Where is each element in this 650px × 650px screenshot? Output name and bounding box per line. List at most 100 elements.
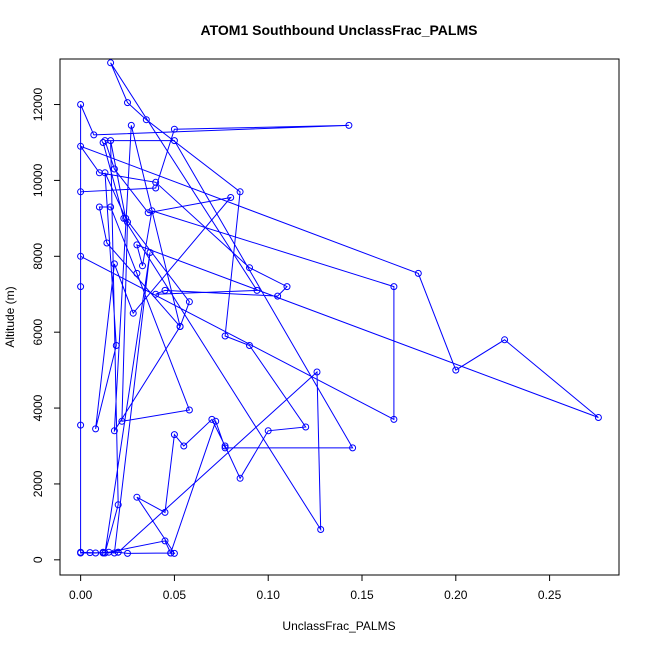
data-point: [77, 283, 85, 291]
data-point: [144, 209, 152, 217]
chart-title: ATOM1 Southbound UnclassFrac_PALMS: [201, 22, 478, 38]
data-point: [302, 423, 310, 431]
data-point: [221, 332, 229, 340]
data-point: [227, 194, 235, 201]
data-point: [349, 444, 357, 452]
data-point: [345, 121, 353, 129]
y-tick-label: 12000: [31, 88, 45, 122]
data-point: [92, 425, 100, 433]
y-axis: 0 2000 4000 6000 8000 10000 12000: [31, 88, 61, 563]
data-point: [107, 59, 115, 67]
data-point: [124, 218, 131, 226]
data-point: [161, 508, 169, 516]
x-tick-label: 0.10: [257, 588, 281, 602]
y-tick-label: 0: [31, 556, 45, 563]
data-point: [148, 207, 156, 215]
data-point: [253, 286, 261, 294]
data-point: [77, 142, 85, 150]
x-tick-label: 0.00: [69, 588, 93, 602]
data-point: [246, 342, 253, 349]
data-point: [124, 549, 131, 557]
data-point: [152, 290, 160, 298]
data-point: [170, 137, 178, 145]
data-point: [212, 417, 220, 425]
data-point: [127, 121, 135, 129]
data-point: [77, 252, 85, 260]
data-point: [161, 537, 169, 545]
data-point: [246, 264, 253, 272]
x-tick-label: 0.25: [538, 588, 562, 602]
data-point: [139, 262, 146, 270]
data-point: [90, 131, 98, 139]
data-point: [236, 188, 244, 196]
data-point: [110, 165, 118, 173]
data-point: [103, 239, 111, 247]
data-point: [208, 415, 216, 423]
data-point: [114, 548, 122, 556]
y-tick-label: 8000: [31, 243, 45, 270]
data-point: [122, 214, 130, 222]
data-point: [390, 283, 398, 291]
data-point: [99, 139, 107, 146]
y-tick-label: 4000: [31, 394, 45, 421]
data-point: [414, 269, 422, 277]
x-tick-label: 0.20: [444, 588, 468, 602]
data-point: [146, 249, 154, 256]
data-point: [95, 203, 103, 211]
data-point: [170, 125, 178, 133]
x-tick-label: 0.05: [163, 588, 187, 602]
data-point: [92, 549, 100, 557]
plot-frame: [59, 58, 620, 576]
data-point: [274, 292, 282, 300]
x-axis-label: UnclassFrac_PALMS: [282, 619, 395, 633]
data-point: [142, 116, 150, 124]
data-point: [129, 309, 137, 317]
data-point: [133, 269, 141, 277]
data-point: [124, 99, 131, 107]
series-lines: [79, 62, 599, 555]
data-point: [110, 427, 118, 435]
data-point: [107, 137, 115, 145]
x-axis: 0.00 0.05 0.10 0.15 0.20 0.25: [69, 574, 562, 602]
y-tick-label: 6000: [31, 319, 45, 346]
data-point: [501, 336, 509, 344]
data-point: [390, 415, 398, 423]
data-point: [161, 286, 169, 294]
data-point: [77, 549, 85, 557]
x-tick-label: 0.15: [350, 588, 374, 602]
data-point: [264, 427, 272, 435]
data-point: [99, 548, 107, 556]
y-tick-label: 10000: [31, 163, 45, 197]
data-point: [133, 493, 141, 501]
data-point: [594, 414, 602, 421]
data-point: [110, 260, 118, 268]
data-point: [118, 417, 126, 425]
series-line: [79, 62, 599, 555]
data-point: [317, 526, 325, 533]
data-point: [112, 342, 120, 349]
y-axis-label: Altitude (m): [3, 286, 17, 347]
data-point: [107, 203, 115, 211]
data-point: [77, 421, 85, 429]
data-point: [152, 184, 160, 192]
data-point: [114, 501, 122, 509]
data-point: [221, 444, 229, 452]
data-point: [77, 101, 85, 108]
data-point: [167, 549, 175, 557]
data-point: [170, 431, 178, 439]
data-point: [236, 474, 244, 482]
data-point: [77, 188, 85, 196]
data-point: [185, 406, 193, 414]
data-point: [120, 214, 128, 222]
data-point: [110, 549, 118, 557]
data-point: [101, 169, 109, 177]
data-point: [221, 442, 229, 450]
data-point: [452, 366, 460, 374]
data-point: [176, 323, 184, 330]
y-tick-label: 2000: [31, 470, 45, 497]
data-point: [283, 283, 291, 291]
data-point: [180, 442, 188, 450]
data-point: [170, 549, 178, 557]
data-point: [313, 368, 321, 376]
